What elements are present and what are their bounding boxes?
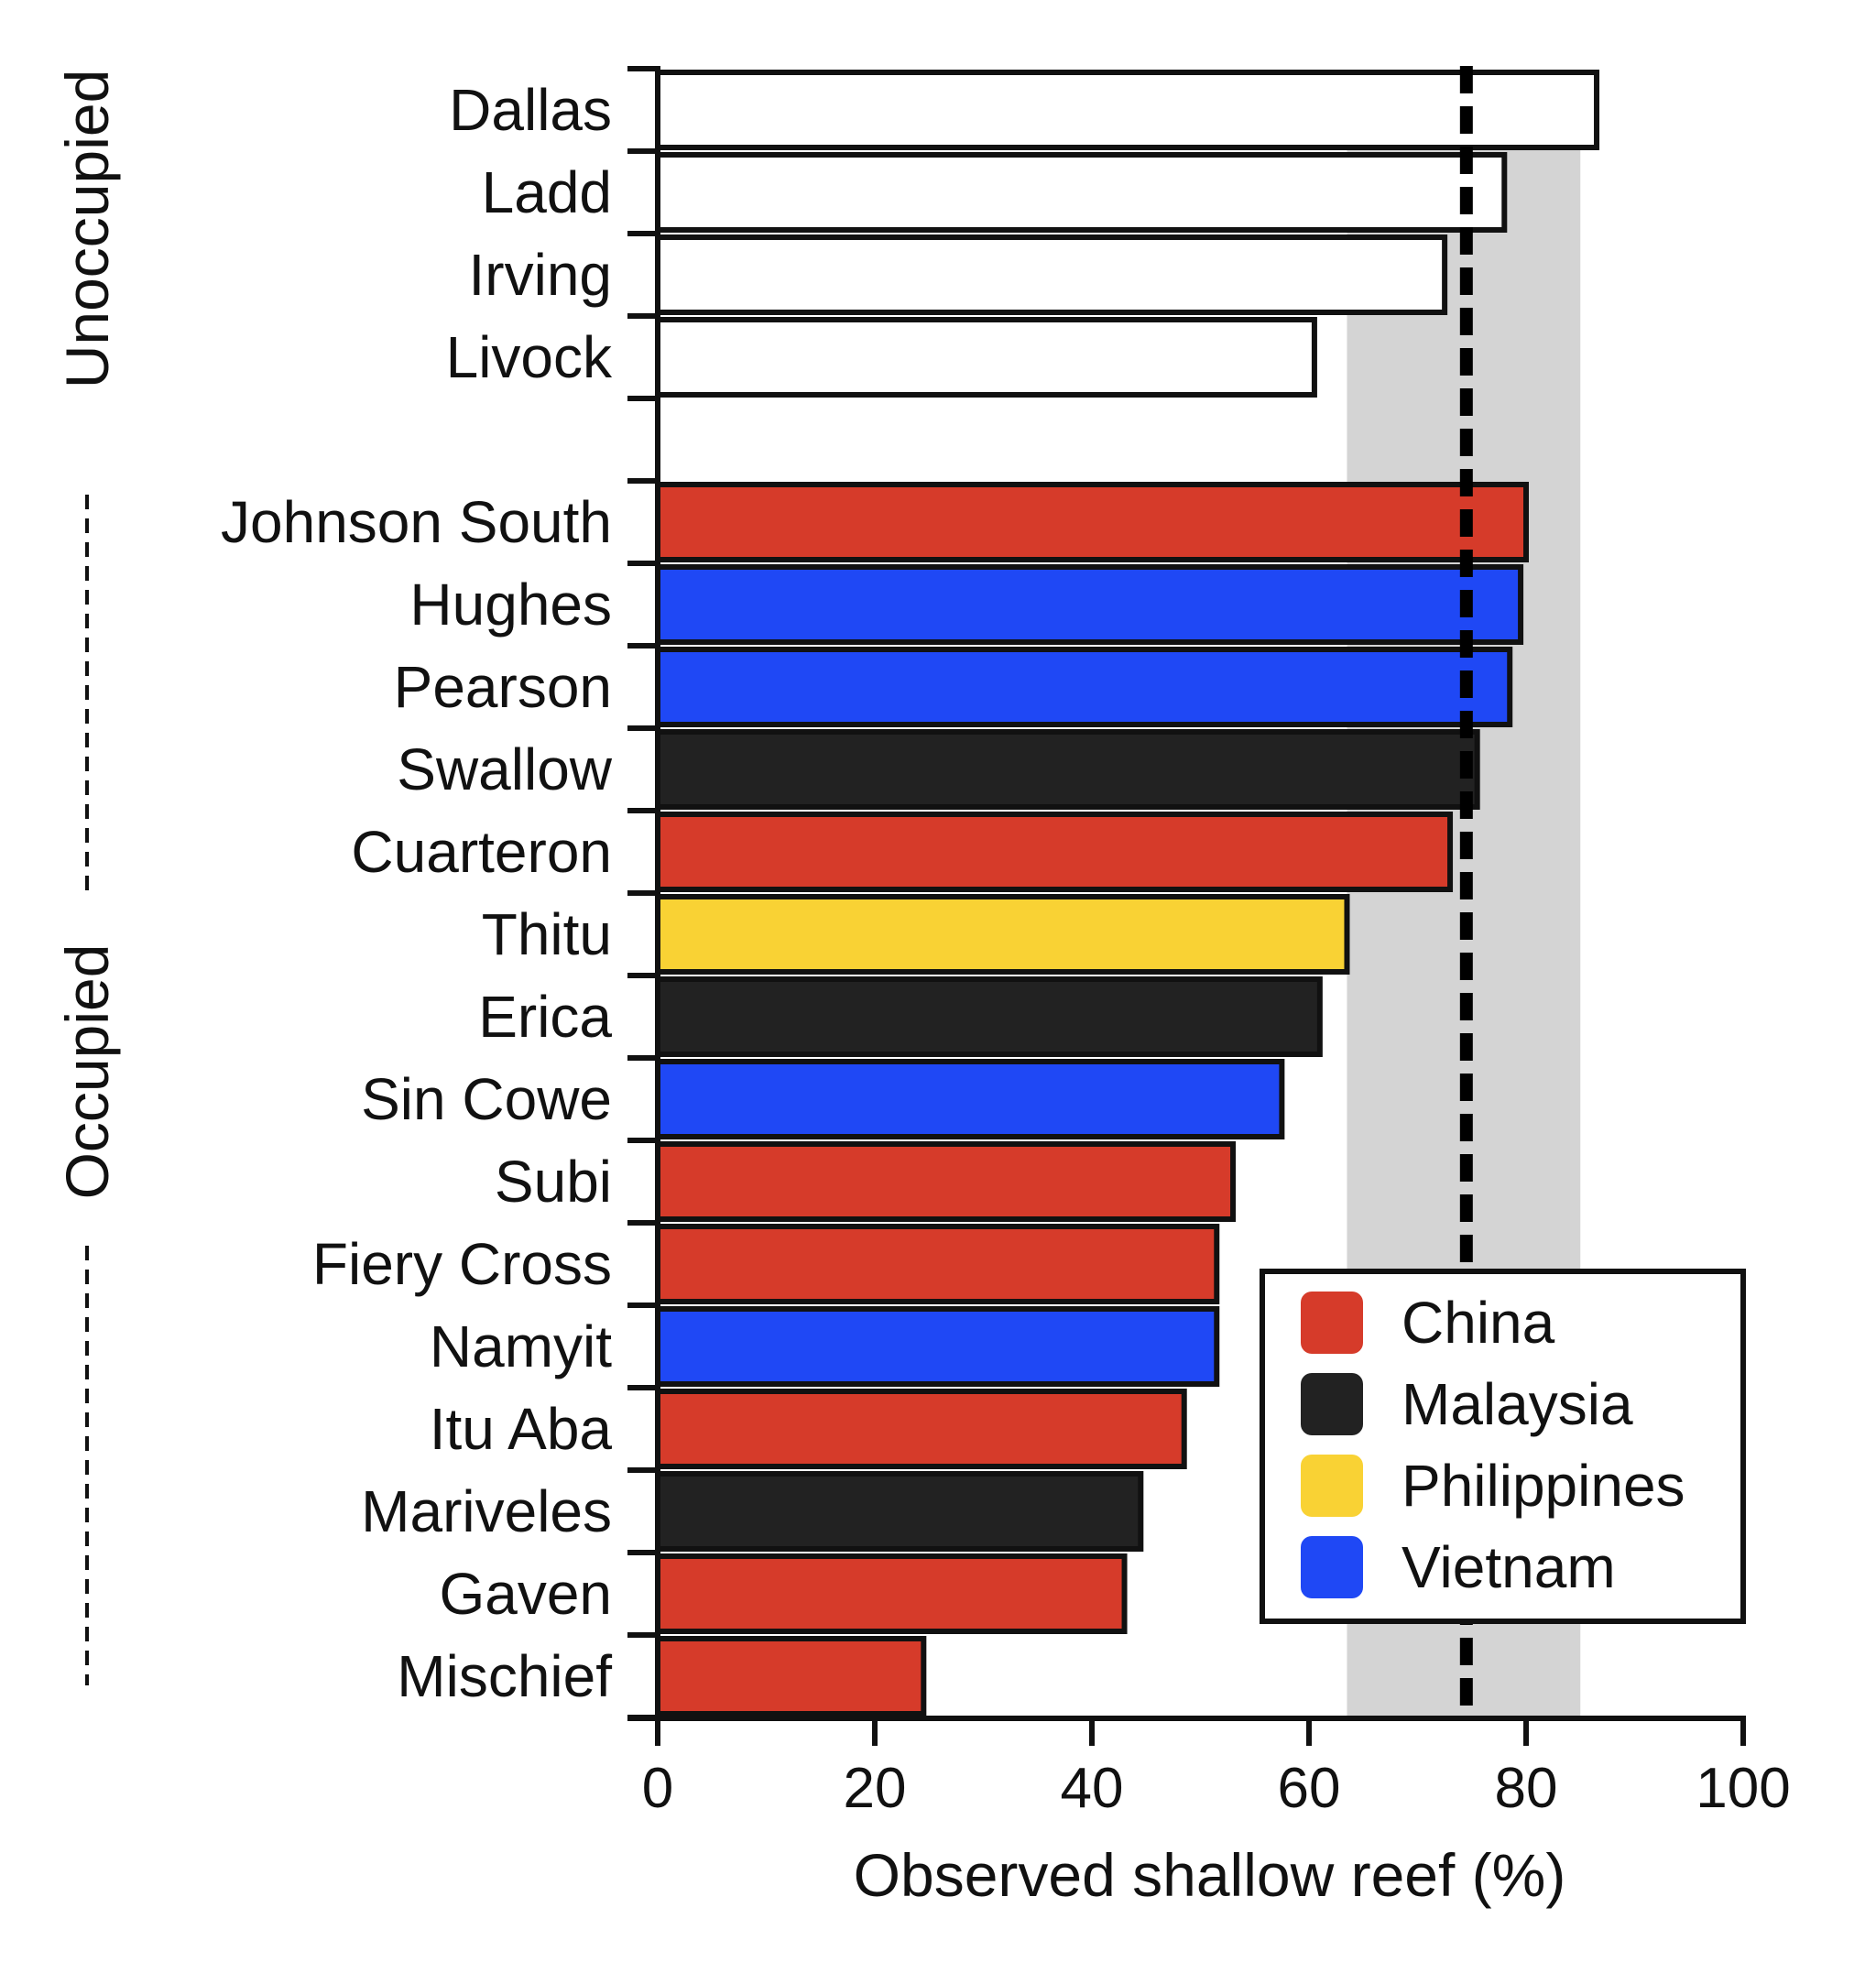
x-tick-label-100: 100 [1696, 1757, 1790, 1820]
category-label-swallow: Swallow [397, 736, 613, 802]
bar-subi [655, 1141, 1237, 1222]
bar-gaven [655, 1553, 1128, 1634]
category-label-ladd: Ladd [482, 159, 612, 225]
bar-irving [655, 234, 1448, 315]
category-label-erica: Erica [478, 984, 612, 1050]
legend-label-china: China [1402, 1290, 1555, 1356]
bar-swallow [655, 729, 1480, 810]
bar-thitu [655, 894, 1350, 975]
category-label-pearson: Pearson [394, 654, 612, 720]
group-labels-layer: Unoccupied Occupied [53, 70, 121, 1685]
legend-label-philippines: Philippines [1402, 1453, 1685, 1519]
legend-label-vietnam: Vietnam [1402, 1534, 1616, 1600]
legend-swatch-malaysia [1301, 1373, 1363, 1435]
bar-ladd [655, 152, 1508, 233]
bar-dallas [655, 70, 1600, 150]
axes-layer: 0 20 40 60 80 100 Observed shallow reef (%) [627, 66, 1791, 1909]
category-label-namyit: Namyit [430, 1313, 612, 1379]
bar-pearson [655, 647, 1513, 727]
category-label-itu-aba: Itu Aba [430, 1396, 613, 1462]
bar-sin-cowe [655, 1059, 1285, 1139]
legend-label-malaysia: Malaysia [1402, 1371, 1633, 1437]
x-tick-label-80: 80 [1495, 1757, 1558, 1820]
bar-namyit [655, 1306, 1220, 1387]
legend-swatch-vietnam [1301, 1536, 1363, 1598]
bar-fiery-cross [655, 1224, 1220, 1304]
legend: China Malaysia Philippines Vietnam [1260, 1269, 1746, 1624]
category-label-irving: Irving [469, 242, 613, 308]
bar-itu-aba [655, 1389, 1187, 1469]
legend-swatch-china [1301, 1292, 1363, 1354]
bar-mariveles [655, 1471, 1144, 1552]
category-label-mischief: Mischief [397, 1643, 612, 1709]
category-label-cuarteron: Cuarteron [351, 819, 612, 885]
x-tick-label-60: 60 [1278, 1757, 1341, 1820]
category-label-hughes: Hughes [409, 572, 612, 638]
category-label-sin-cowe: Sin Cowe [361, 1066, 612, 1132]
bars-layer [655, 70, 1600, 1717]
bar-johnson-south [655, 482, 1529, 562]
bar-erica [655, 976, 1323, 1057]
category-labels-layer: Dallas Ladd Irving Livock Johnson South Hughe… [221, 77, 613, 1709]
category-label-fiery-cross: Fiery Cross [312, 1231, 612, 1297]
group-label-occupied: Occupied [53, 944, 121, 1200]
x-tick-label-40: 40 [1061, 1757, 1124, 1820]
category-label-johnson-south: Johnson South [221, 489, 612, 555]
category-label-thitu: Thitu [482, 901, 612, 967]
bar-hughes [655, 564, 1524, 645]
legend-swatch-philippines [1301, 1455, 1363, 1517]
category-label-subi: Subi [495, 1149, 612, 1215]
category-label-livock: Livock [446, 324, 613, 390]
category-label-dallas: Dallas [449, 77, 612, 143]
bar-livock [655, 317, 1317, 398]
bar-cuarteron [655, 812, 1454, 892]
x-tick-label-20: 20 [844, 1757, 907, 1820]
group-label-unoccupied: Unoccupied [53, 70, 121, 389]
x-axis-title: Observed shallow reef (%) [854, 1841, 1566, 1909]
x-tick-label-0: 0 [642, 1757, 673, 1820]
category-label-gaven: Gaven [439, 1561, 612, 1627]
category-label-mariveles: Mariveles [361, 1478, 612, 1544]
bar-mischief [655, 1636, 927, 1717]
